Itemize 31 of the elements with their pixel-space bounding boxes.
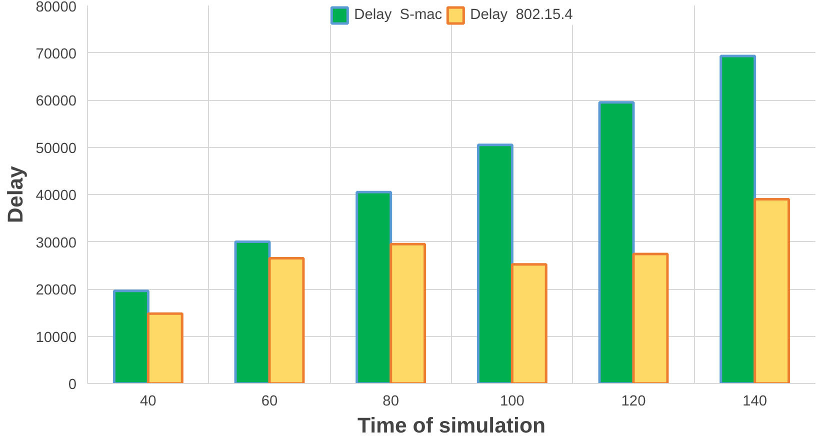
- bar: [510, 263, 548, 384]
- y-tick-label: 10000: [36, 330, 77, 346]
- y-tick-label: 50000: [36, 140, 77, 157]
- bar: [234, 240, 271, 384]
- bar: [390, 242, 426, 384]
- y-tick-label: 20000: [36, 282, 77, 298]
- bar: [476, 144, 514, 384]
- y-tick-label: 80000: [36, 0, 77, 16]
- x-tick-label: 40: [140, 394, 156, 410]
- bar: [112, 290, 150, 384]
- y-tick-label: 30000: [36, 235, 77, 252]
- y-tick-label: 60000: [36, 94, 77, 110]
- y-tick-label: 40000: [36, 188, 77, 204]
- x-tick-label: 60: [261, 394, 278, 410]
- bar: [720, 54, 756, 384]
- y-tick-label: 0: [68, 377, 77, 393]
- bar: [146, 312, 184, 384]
- bar: [598, 101, 635, 384]
- bar: [356, 190, 392, 384]
- bar: [268, 257, 305, 384]
- x-tick-label: 140: [742, 394, 768, 410]
- x-tick-label: 120: [621, 394, 646, 410]
- bar: [632, 252, 669, 384]
- y-axis-title: Delay: [4, 166, 28, 223]
- y-tick-label: 70000: [36, 46, 77, 62]
- legend-label: Delay S-mac: [354, 7, 442, 23]
- legend-label: Delay 802.15.4: [470, 7, 573, 23]
- x-tick-label: 80: [382, 394, 399, 410]
- bar: [754, 198, 790, 384]
- x-axis-title: Time of simulation: [357, 414, 546, 438]
- x-tick-label: 100: [500, 394, 524, 410]
